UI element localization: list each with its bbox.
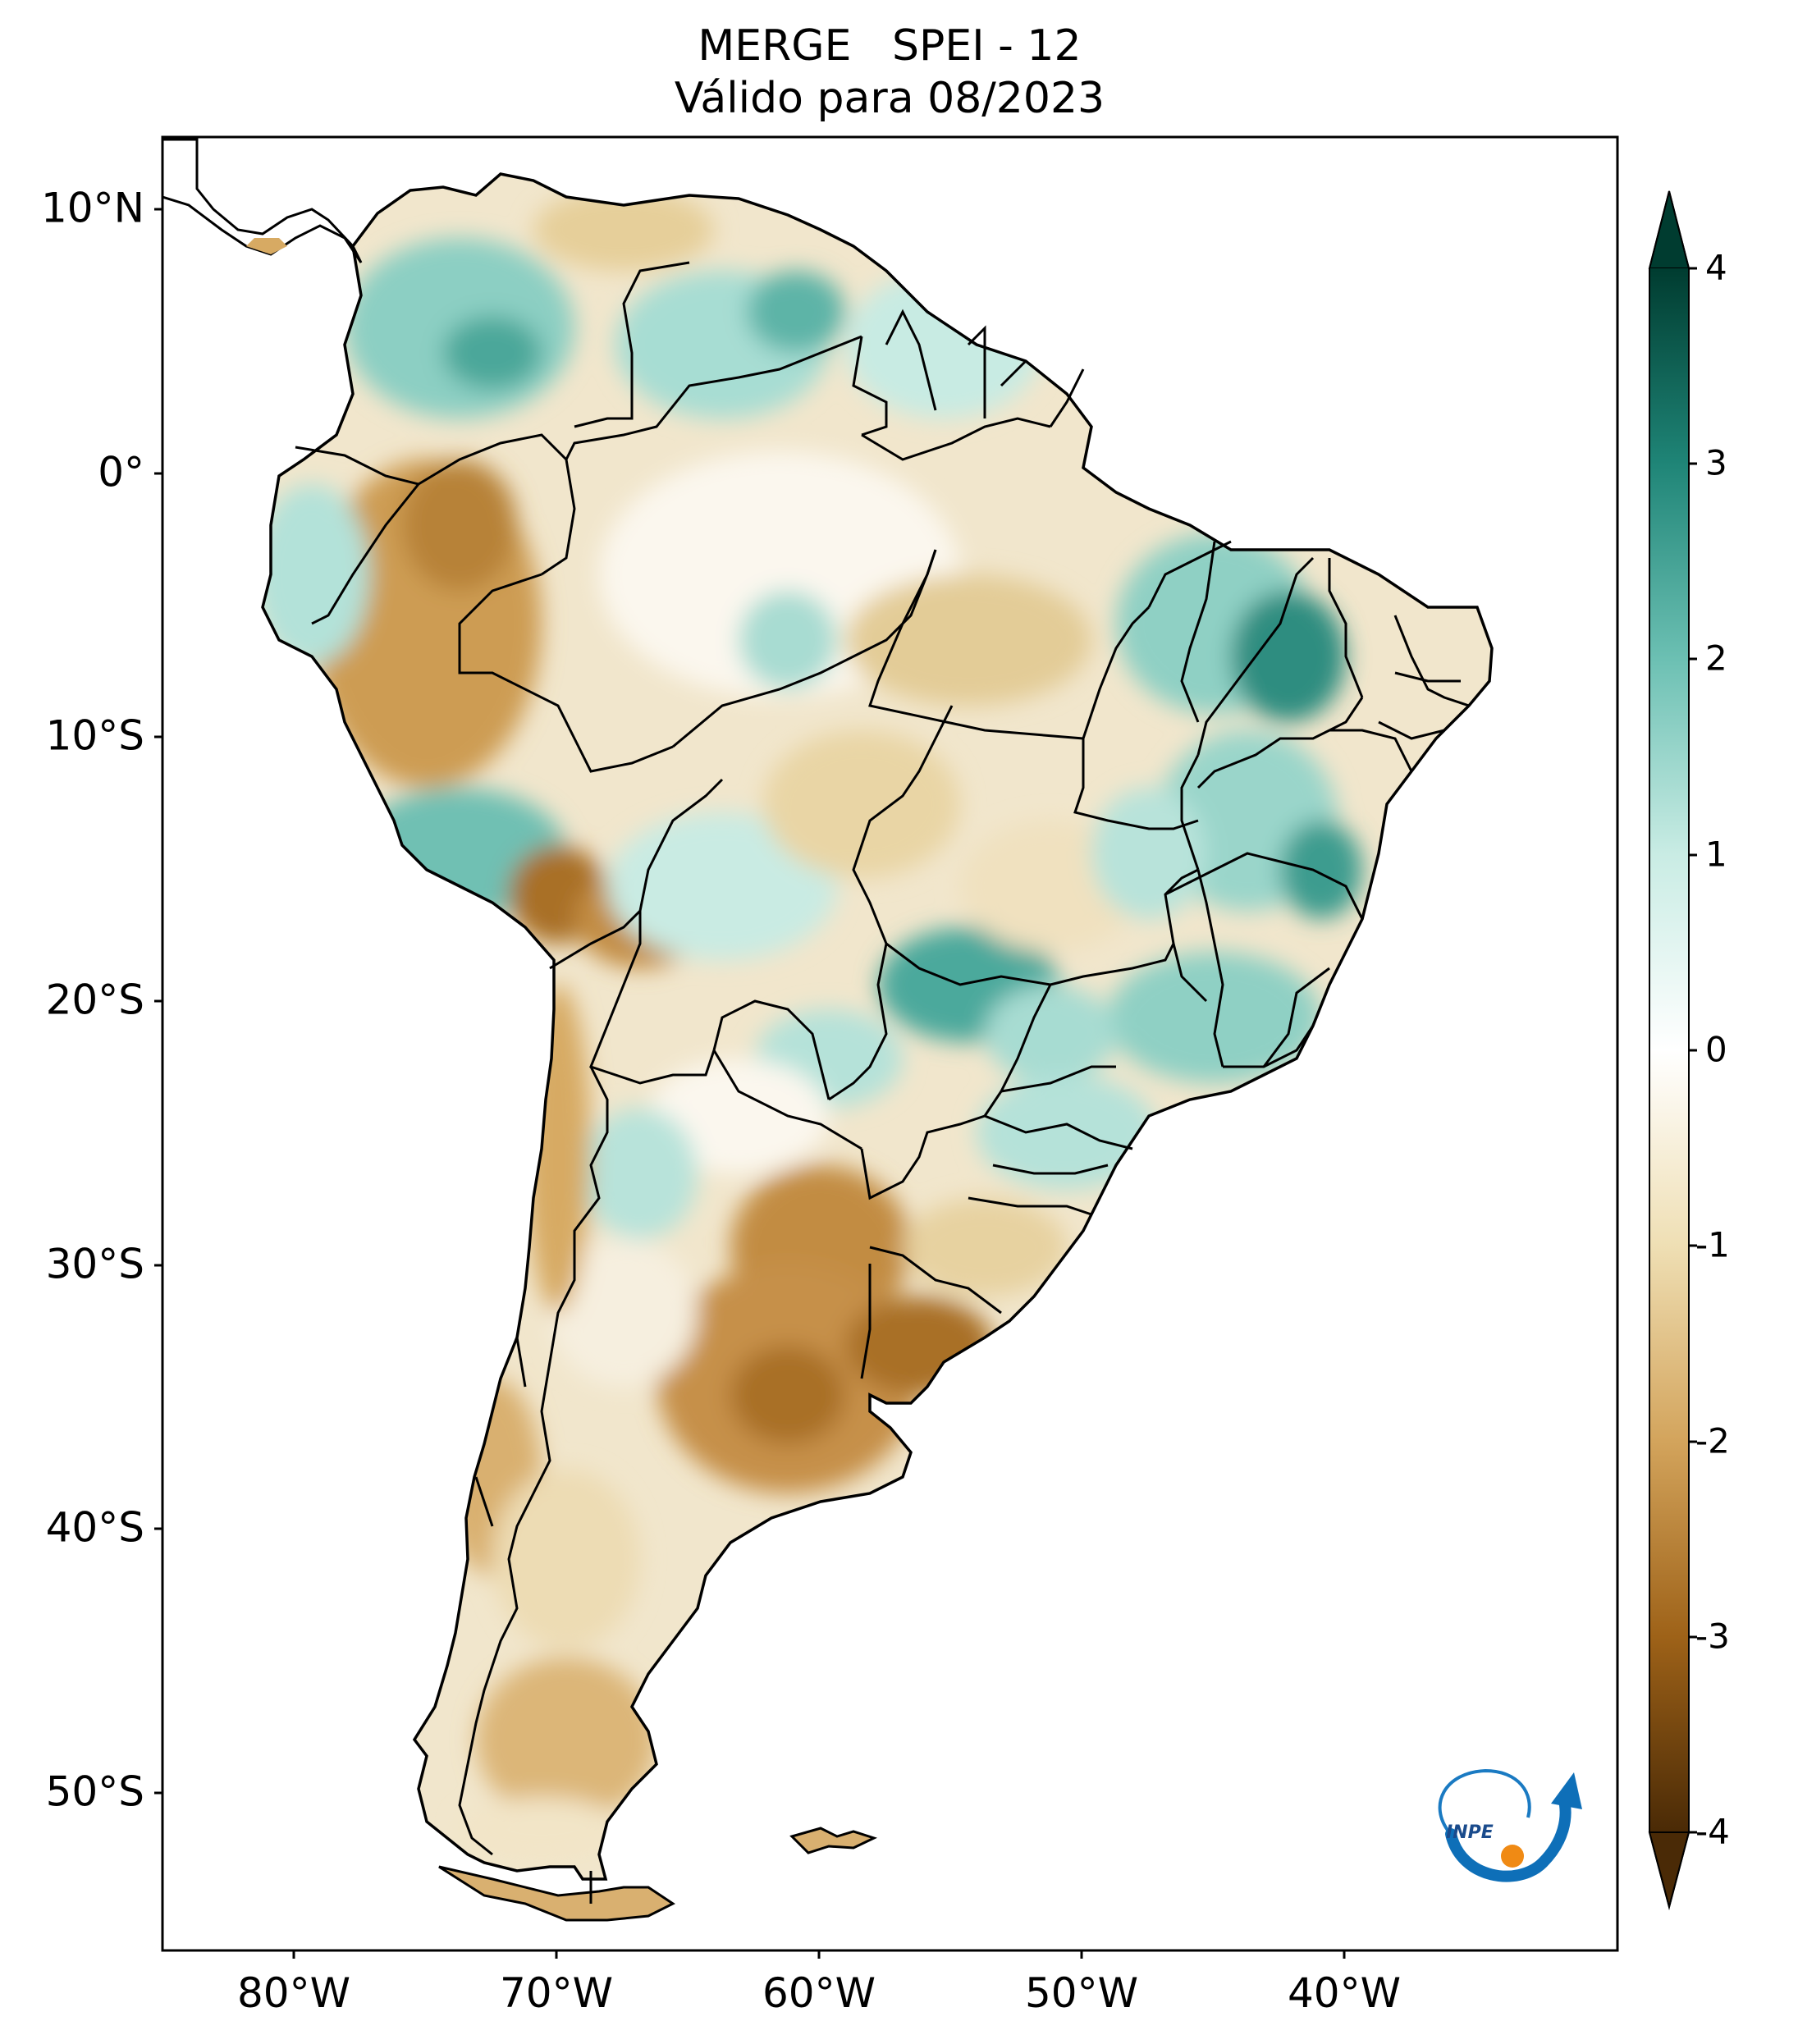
- colorbar-tick-label: 2: [1705, 638, 1727, 679]
- lon-tick-label: 40°W: [1288, 1969, 1401, 2017]
- lon-tick-label: 80°W: [237, 1969, 350, 2017]
- map-title: MERGE SPEI - 12: [698, 21, 1082, 71]
- colorbar-tick-label: 3: [1705, 443, 1727, 483]
- colorbar-max-extension: [1648, 190, 1690, 269]
- map-subtitle: Válido para 08/2023: [674, 74, 1105, 123]
- lon-tick-label: 60°W: [762, 1969, 876, 2017]
- inpe-logo: INPE: [1438, 1768, 1582, 1882]
- colorbar-tick-label: 0: [1705, 1030, 1727, 1070]
- map-border: [161, 135, 1619, 1952]
- lat-tick-label: 40°S: [46, 1504, 144, 1552]
- colorbar-tick-label: 1: [1705, 835, 1727, 875]
- lat-tick-label: 20°S: [46, 976, 144, 1024]
- colorbar-tick-label: -2: [1695, 1421, 1730, 1461]
- lat-tick-label: 10°S: [46, 712, 144, 760]
- tierra-del-fuego: [438, 1865, 675, 1922]
- colorbar-tick-label: 4: [1705, 248, 1727, 288]
- lat-tick-label: 50°S: [46, 1768, 144, 1816]
- colorbar-tick-label: -4: [1695, 1812, 1730, 1852]
- colorbar: 4 3 2 1 0 -1 -2 -3 -4: [1648, 190, 1730, 1910]
- lat-tick-label: 30°S: [46, 1241, 144, 1288]
- political-borders: [295, 261, 1470, 1904]
- lat-tick-label: 10°N: [41, 185, 144, 232]
- colorbar-ramp: [1649, 268, 1689, 1832]
- lon-tick-label: 50°W: [1025, 1969, 1138, 2017]
- axis-ticks: [154, 208, 1346, 1959]
- lon-tick-label: 70°W: [500, 1969, 613, 2017]
- falkland-islands: [789, 1827, 878, 1854]
- colorbar-tick-label: -1: [1695, 1225, 1730, 1265]
- spei-field: [162, 138, 1492, 1922]
- colorbar-min-extension: [1648, 1831, 1690, 1910]
- colorbar-tick-label: -3: [1695, 1616, 1730, 1657]
- inpe-logo-text: INPE: [1446, 1822, 1494, 1843]
- lat-tick-label: 0°: [98, 449, 144, 496]
